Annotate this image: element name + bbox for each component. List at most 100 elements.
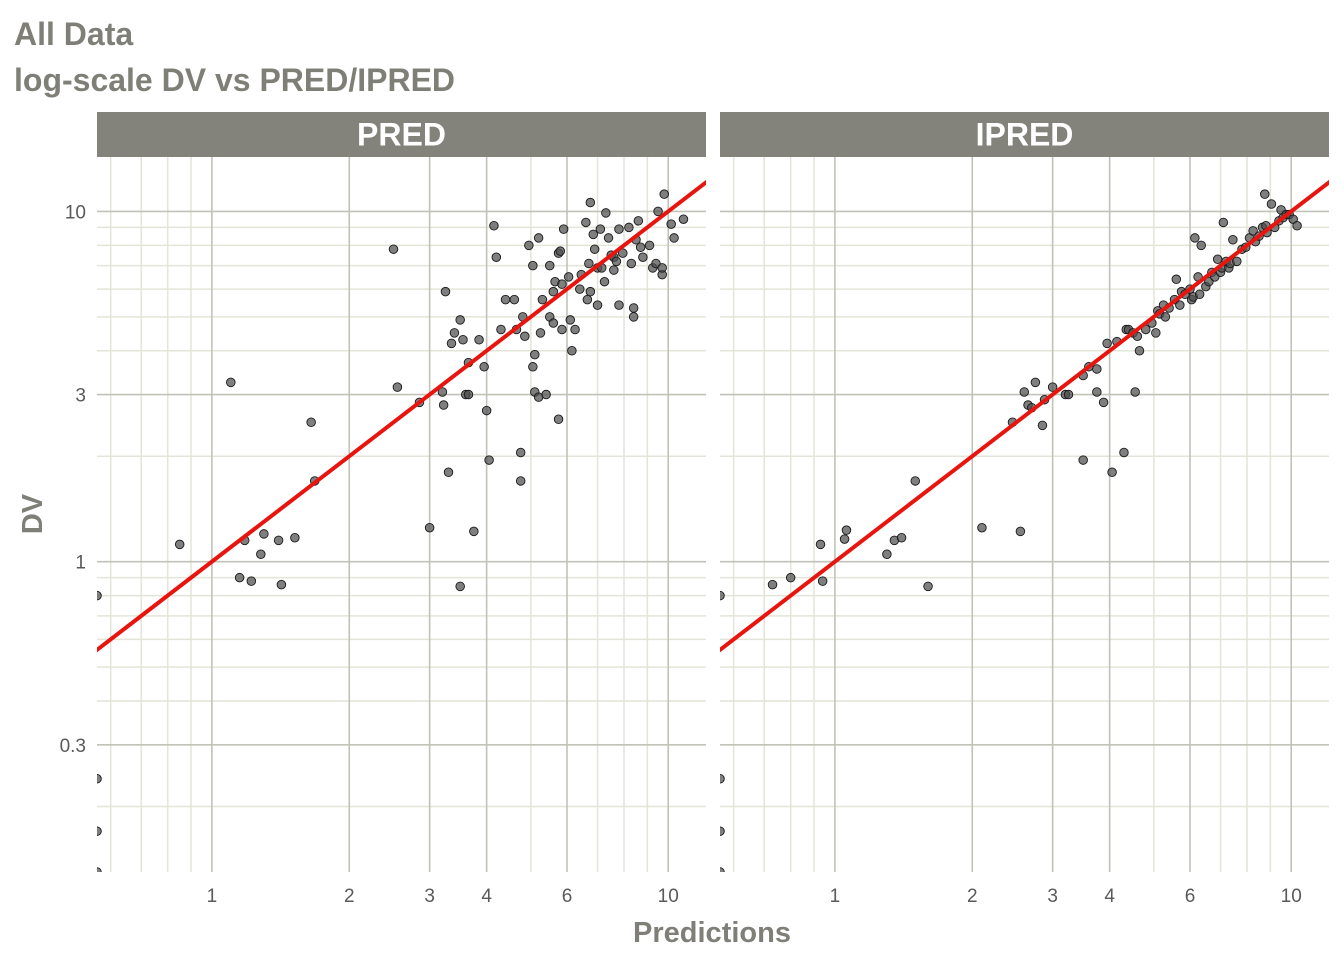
data-point [1151,328,1161,338]
data-point [1175,300,1185,310]
data-point [720,867,725,872]
data-point [614,300,624,310]
data-point [541,389,551,400]
data-point [841,525,852,535]
facet-strip [720,112,1329,157]
data-point [226,377,236,388]
data-point [1092,387,1102,397]
data-point [424,522,435,533]
data-point [455,581,465,592]
data-point [1015,526,1026,537]
data-point [882,549,892,559]
data-point [896,533,907,543]
data-point [910,476,921,486]
y-tick-label: 0.3 [60,736,86,757]
x-tick-label: 2 [967,886,978,907]
identity-line [97,179,706,653]
data-point [479,362,489,372]
data-point [570,324,580,335]
data-point [839,534,850,544]
data-point [609,265,619,275]
data-point [669,233,679,243]
data-point [533,233,544,243]
data-point [720,590,725,601]
data-point [1171,274,1182,285]
data-point [481,405,492,416]
data-point [97,826,102,836]
data-point [628,312,639,322]
data-point [97,773,102,784]
data-point [520,331,530,342]
reference-line-group [720,179,1329,653]
x-tick-label: 6 [1185,886,1196,907]
data-points [97,189,689,872]
data-point [1078,455,1088,465]
data-point [1292,221,1302,231]
data-point [557,324,567,335]
data-point [259,529,269,539]
data-point [584,258,594,269]
data-point [557,279,567,289]
data-point [565,315,576,325]
data-point [528,260,538,271]
data-point [1134,346,1145,356]
facet-strip-label: IPRED [976,117,1074,153]
y-axis-title: DV [17,493,49,534]
data-point [644,240,655,251]
x-tick-label: 3 [1047,886,1058,907]
data-point [618,248,628,258]
x-tick-label: 10 [1281,886,1302,907]
x-tick-label: 1 [830,886,841,907]
data-point [1248,226,1258,236]
x-tick-label: 4 [1104,886,1115,907]
facet-strip-label: PRED [357,117,446,153]
data-point [535,328,546,338]
data-point [659,189,669,199]
data-point [388,244,399,254]
data-point [628,303,639,313]
data-point [97,867,102,872]
data-point [592,300,603,310]
data-point [515,447,526,458]
data-point [469,526,479,537]
data-point [603,233,614,243]
data-point [1030,377,1041,388]
data-point [635,242,646,253]
data-point [234,572,245,583]
data-point [290,533,300,543]
data-point [548,318,559,328]
data-point [1260,189,1270,199]
data-point [544,260,555,271]
data-point [515,476,526,486]
data-point [1228,234,1238,245]
data-point [1190,233,1200,243]
data-point [528,362,538,372]
data-point [392,382,403,392]
data-point [548,286,559,297]
data-point [567,346,577,356]
data-point [443,467,454,477]
data-point [633,216,644,226]
data-point [1102,338,1112,349]
y-tick-label: 10 [65,202,86,223]
data-point [555,246,566,256]
x-tick-label: 1 [207,886,218,907]
data-point [1107,467,1117,477]
data-point [720,773,725,784]
data-point [438,400,449,410]
data-point [1092,364,1102,374]
data-point [553,414,564,425]
x-tick-label: 2 [344,886,355,907]
data-point [720,826,725,836]
data-point [817,576,828,586]
data-point [1218,217,1229,228]
data-point [496,324,506,335]
data-point [611,256,622,267]
data-point [491,252,502,262]
data-point [1194,289,1205,300]
data-point [530,349,540,360]
data-point [767,579,778,590]
data-point [306,417,316,428]
data-point [174,539,185,550]
